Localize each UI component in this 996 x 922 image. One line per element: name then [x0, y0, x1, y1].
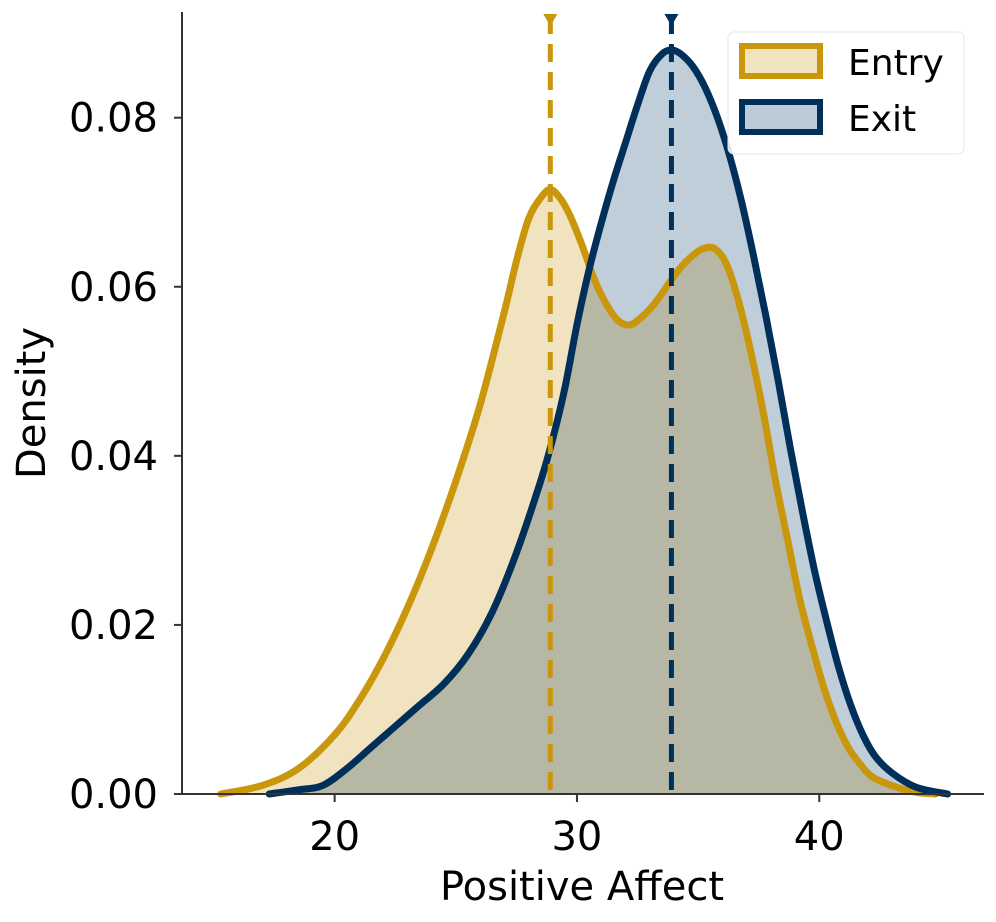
y-tick-label: 0.06 [69, 265, 158, 311]
legend: Entry Exit [727, 31, 965, 155]
y-tick-label: 0.00 [69, 772, 158, 818]
mean-lines [543, 14, 679, 794]
x-tick-label: 30 [551, 814, 602, 860]
y-ticks: 0.00 0.02 0.04 0.06 0.08 [69, 96, 182, 818]
density-line-exit [265, 46, 952, 798]
x-tick-label: 40 [794, 814, 845, 860]
x-ticks: 20 30 40 [309, 794, 845, 860]
mean-marker-entry [543, 14, 558, 26]
y-tick-label: 0.04 [69, 434, 158, 480]
density-line-entry [217, 186, 940, 798]
legend-label-entry: Entry [848, 43, 944, 84]
mean-marker-exit [664, 14, 679, 26]
y-tick-label: 0.02 [69, 603, 158, 649]
legend-swatch-exit [739, 99, 823, 135]
y-tick-label: 0.08 [69, 96, 158, 142]
legend-swatch-entry [739, 43, 823, 79]
x-tick-label: 20 [309, 814, 360, 860]
density-areas [217, 46, 952, 798]
axes [181, 12, 984, 795]
x-axis-label: Positive Affect [440, 864, 724, 910]
area-fill-exit [269, 50, 948, 795]
legend-label-exit: Exit [848, 99, 916, 140]
y-axis-label: Density [9, 327, 55, 479]
